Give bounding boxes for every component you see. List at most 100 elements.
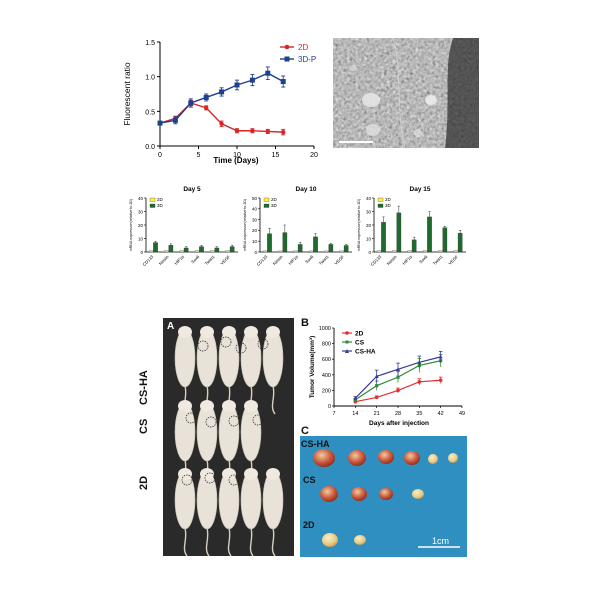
data-point — [353, 396, 358, 400]
category-label: Nestin — [386, 254, 398, 266]
mouse-head — [222, 468, 236, 480]
y-tick-label: 10 — [138, 236, 144, 241]
category-label: Twist1 — [204, 254, 216, 266]
y-tick-label: 600 — [322, 357, 331, 363]
mouse-tail — [205, 527, 210, 556]
x-tick-label: 28 — [395, 411, 401, 417]
category-label: Sox6 — [190, 254, 201, 265]
y-tick-label: 0 — [328, 404, 331, 410]
bar-3d — [381, 222, 386, 253]
y-tick-label: 0.5 — [145, 109, 155, 116]
data-point — [396, 388, 400, 393]
mouse-head — [200, 400, 214, 412]
data-point — [281, 129, 286, 135]
tumor-row-label-cs: CS — [303, 475, 316, 485]
tumor-marker-circle — [197, 340, 209, 352]
y-tick-label: 10 — [252, 239, 258, 244]
category-label: CD133 — [256, 254, 269, 267]
x-tick-label: 5 — [197, 152, 201, 159]
mouse-head — [244, 400, 258, 412]
data-point — [375, 384, 379, 388]
legend-label-cs: CS — [355, 340, 365, 347]
y-tick-label: 200 — [322, 388, 331, 394]
tumor-illustration: CS-HA CS 2D 1cm — [301, 439, 460, 548]
mouse-head — [244, 468, 258, 480]
y-tick-label: 40 — [252, 207, 258, 212]
bar-2d — [148, 250, 154, 253]
y-tick-label: 0 — [140, 250, 143, 255]
tumor-marker-circle — [228, 474, 240, 486]
y-axis-label: mRNA expression(relative to 2D) — [243, 199, 247, 251]
y-tick-label: 0 — [254, 250, 257, 255]
mouse-tail — [183, 527, 188, 556]
data-point — [219, 121, 224, 127]
bar-3d — [168, 245, 174, 253]
y-tick-label: 1.5 — [145, 40, 155, 47]
legend-label-3d: 3D — [157, 203, 164, 208]
fluorescent-ratio-chart: Fluorescent ratio Time (Days) 2D 3D-P 0.… — [122, 40, 318, 165]
legend-swatch-2d — [377, 197, 384, 202]
data-point — [250, 128, 255, 133]
tumor-row-cs-ha — [313, 449, 458, 467]
mouse-tail — [271, 527, 276, 556]
legend-item-cs-ha: CS-HA — [342, 349, 376, 356]
y-axis-label: mRNA expression(relative to 2D) — [357, 199, 361, 251]
legend-label-2d: 2D — [157, 197, 164, 202]
bar-3d — [427, 216, 432, 253]
bar-2d — [225, 250, 231, 253]
category-label: Nestin — [272, 254, 284, 266]
mouse-head — [222, 326, 236, 338]
category-label: Twist1 — [318, 254, 330, 266]
mice-illustration — [174, 326, 284, 556]
x-tick-label: 15 — [272, 152, 280, 159]
tumor-marker-circle — [205, 416, 217, 428]
chart-title: Day 15 — [410, 186, 431, 193]
legend-label-3d: 3D — [385, 203, 392, 208]
bar-2d — [324, 250, 329, 253]
data-point — [374, 374, 379, 378]
data-point — [204, 105, 209, 111]
category-label: Sox6 — [304, 254, 315, 265]
category-label: Sox6 — [418, 254, 429, 265]
bar-3d — [153, 242, 158, 253]
panel-letter-c: C — [301, 425, 309, 437]
bar-3d — [411, 239, 417, 253]
data-point — [396, 367, 400, 371]
tumor-marker-circle — [185, 412, 197, 424]
y-tick-label: 800 — [322, 342, 331, 348]
y-tick-label: 10 — [366, 236, 372, 241]
y-tick-label: 1.0 — [145, 75, 155, 82]
bar-2d — [453, 250, 459, 253]
scale-bar-label: 1cm — [432, 536, 449, 546]
legend-label-cs-ha: CS-HA — [355, 349, 376, 356]
mouse-tail — [227, 527, 232, 556]
y-tick-label: 30 — [366, 209, 372, 214]
data-point — [219, 89, 225, 95]
x-tick-label: 20 — [310, 152, 318, 159]
x-tick-label: 0 — [158, 152, 162, 159]
bar-3d — [442, 227, 448, 253]
bar-2d — [262, 250, 268, 253]
y-tick-label: 0.0 — [145, 144, 155, 151]
mouse-head — [266, 468, 280, 480]
tumor-marker-circle — [228, 415, 240, 427]
panel-letter-a: A — [167, 321, 175, 332]
bar-2d — [210, 250, 215, 253]
bar-2d — [422, 250, 428, 253]
mouse-head — [266, 326, 280, 338]
category-label: VEGF — [333, 254, 345, 266]
y-axis-label: mRNA expression(relative to 2D) — [129, 199, 133, 251]
category-label: CD133 — [142, 254, 155, 267]
tumor-marker-circle — [257, 338, 269, 350]
bar-2d — [407, 250, 413, 253]
x-axis-label: Days after injection — [369, 420, 429, 427]
bar-3d — [297, 244, 303, 253]
tumor-volume-chart: Tumor Volume(mm³) Days after injection 2… — [309, 326, 465, 427]
bar-3d — [229, 246, 235, 253]
bar-3d — [214, 247, 220, 253]
mice-photo — [163, 318, 294, 556]
data-point — [417, 380, 422, 384]
bar-3d — [313, 236, 318, 253]
legend-item-2d: 2D — [342, 331, 364, 338]
bar-2d — [438, 250, 443, 253]
